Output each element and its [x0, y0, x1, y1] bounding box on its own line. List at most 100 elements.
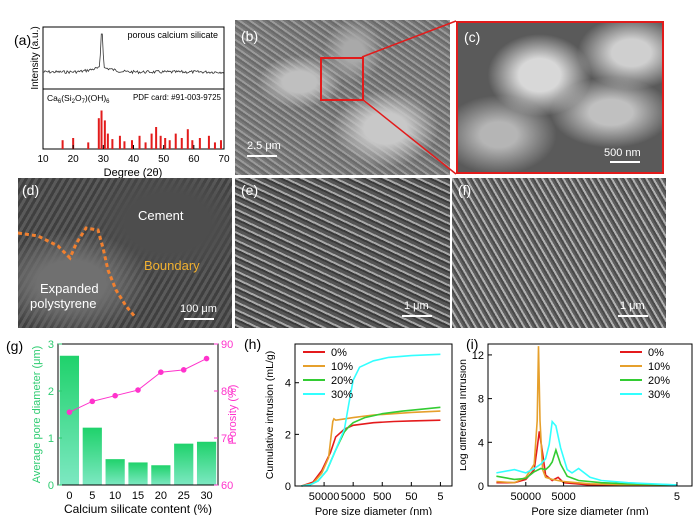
g-ytick-label: 2 [48, 386, 54, 398]
scale-label-d: 100 μm [180, 303, 217, 315]
ylabel: Log differential Intrusion [460, 359, 469, 471]
zoom-region-box [320, 57, 364, 101]
xrd-xtick-label: 30 [98, 154, 110, 165]
pore-diameter-bar [151, 465, 171, 485]
panel-label-b: (b) [241, 28, 259, 44]
pore-diameter-bar [196, 441, 217, 485]
xtick-label: 50000 [510, 491, 541, 503]
ylabel: Cumulative intrusion (mL/g) [264, 351, 276, 479]
xtick-label: 5 [674, 491, 680, 503]
pdf-peak [198, 138, 201, 149]
series-line [496, 431, 677, 487]
xrd-xtick-label: 70 [218, 154, 230, 165]
xrd-xtick-label: 40 [128, 154, 140, 165]
xrd-xtick-label: 10 [37, 154, 49, 165]
pdf-peak [87, 142, 90, 149]
porosity-line [69, 358, 207, 413]
sem-image-f: (f) 1 μm [452, 178, 666, 328]
g-xtick-label: 0 [66, 490, 72, 502]
panel-label-g: (g) [6, 338, 24, 354]
panel-label-a: (a) [14, 32, 32, 48]
sem-image-d: (d) Cement Boundary Expanded polystyrene… [18, 178, 232, 328]
g-xlabel: Calcium silicate content (%) [64, 502, 212, 515]
g-ytick-label: 0 [48, 480, 54, 492]
chart-i: 0 4 8 12 50000 5000 5 Pore size diameter (nm) Lo… [460, 343, 693, 515]
pdf-peak [155, 127, 158, 149]
g-ytick-right-label: 80 [221, 386, 233, 398]
scale-label-c: 500 nm [604, 147, 641, 159]
sem-image-c: (c) 500 nm [456, 21, 664, 174]
pdf-peak [130, 140, 133, 149]
series-line [496, 447, 678, 486]
porosity-point [112, 392, 118, 399]
ytick-label: 0 [285, 481, 291, 493]
xtick-label: 500 [373, 491, 391, 503]
g-xtick-label: 25 [178, 490, 190, 502]
pdf-peak [219, 140, 222, 149]
xtick-label: 50 [405, 491, 417, 503]
legend-label: 0% [648, 347, 664, 359]
panel-a: (a) 10 20 30 40 50 60 70 porous calcium silica… [0, 0, 235, 180]
sem-image-e: (e) 1 μm [235, 178, 450, 328]
eps-label-line1: Expanded [40, 281, 99, 296]
ytick-label: 2 [285, 429, 291, 441]
xlabel: Pore size diameter (nm) [531, 506, 648, 515]
panel-label-h: (h) [244, 336, 262, 352]
pdf-peak [174, 133, 177, 149]
xrd-formula: Ca6(Si2O7)(OH)6 [47, 93, 110, 105]
g-xtick-label: 20 [155, 490, 167, 502]
g-ytick-label: 1 [48, 433, 54, 445]
porosity-point [66, 409, 73, 415]
legend-label: 30% [331, 389, 353, 401]
legend-label: 20% [648, 375, 670, 387]
ytick-label: 8 [478, 394, 484, 406]
scale-bar-f [618, 315, 648, 317]
pdf-peak [191, 140, 194, 149]
pdf-peak [180, 138, 183, 149]
xrd-top-title: porous calcium silicate [127, 30, 218, 40]
g-ytick-label: 3 [48, 339, 54, 351]
xtick-label: 5000 [551, 491, 575, 503]
series-line [496, 419, 678, 486]
pore-diameter-bar [105, 459, 125, 485]
pdf-peak [103, 120, 106, 149]
g-ylabel: Average pore diameter (μm) [31, 346, 43, 484]
panel-i: (i) 0 4 8 12 50000 5000 5 Pore size diameter (n… [460, 330, 700, 515]
panel-h: (h) 0 2 4 50000 5000 500 50 5 Pore size diameter… [240, 330, 460, 515]
ytick-label: 4 [478, 437, 484, 449]
scale-bar-d [184, 318, 214, 320]
pdf-peak [159, 135, 162, 149]
porosity-point [158, 369, 164, 375]
pdf-reference-peaks [61, 110, 222, 149]
scale-label-f: 1 μm [620, 300, 645, 312]
g-xtick-label: 30 [200, 490, 212, 502]
series-line [496, 346, 678, 487]
pdf-peak [150, 133, 153, 149]
g-ytick-right-label: 60 [221, 480, 233, 492]
pdf-peak [61, 140, 64, 149]
porosity-point [203, 355, 210, 362]
g-ylabel-right: Porosity (%) [227, 385, 239, 445]
g-xtick-label: 10 [109, 490, 121, 502]
pdf-peak [97, 118, 100, 149]
ytick-label: 0 [478, 481, 484, 493]
series-line [301, 406, 441, 487]
pore-diameter-bar [174, 443, 194, 485]
g-ytick-right-label: 90 [221, 339, 233, 351]
xrd-xtick-label: 60 [188, 154, 200, 165]
xrd-pdf-card: PDF card: #91-003-9725 [133, 93, 222, 102]
xtick-label: 50000 [309, 491, 340, 503]
eps-label-line2: polystyrene [30, 296, 97, 311]
xrd-xtick-label: 20 [68, 154, 80, 165]
xrd-pattern-line [42, 33, 225, 75]
scale-bar-c [610, 161, 640, 163]
legend-label: 10% [331, 361, 353, 373]
pdf-peak [138, 135, 141, 149]
xtick-label: 5000 [341, 491, 365, 503]
pdf-peak [111, 139, 114, 149]
pdf-peak [144, 142, 147, 149]
scale-bar-b [247, 155, 277, 157]
g-xtick-label: 15 [132, 490, 144, 502]
pdf-peak [207, 135, 210, 149]
